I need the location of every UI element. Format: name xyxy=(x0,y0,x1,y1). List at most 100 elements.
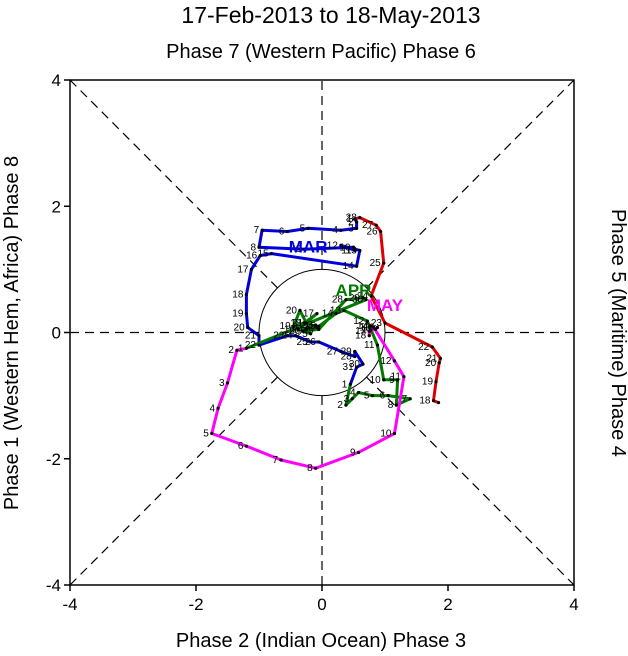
day-label: 18 xyxy=(232,290,244,301)
day-label: 31 xyxy=(343,362,355,373)
day-marker xyxy=(249,267,254,271)
day-marker xyxy=(353,217,357,221)
day-marker xyxy=(402,375,406,379)
day-label: 7 xyxy=(402,394,408,405)
top-axis-label: Phase 7 (Western Pacific) Phase 6 xyxy=(166,41,476,63)
day-label: 16 xyxy=(246,250,258,261)
day-label: 19 xyxy=(422,377,434,388)
day-label: 26 xyxy=(305,337,317,348)
day-label: 6 xyxy=(238,441,244,452)
day-label: 5 xyxy=(203,429,209,440)
day-marker xyxy=(244,444,248,448)
day-marker xyxy=(355,264,359,268)
day-marker xyxy=(279,458,283,462)
day-marker xyxy=(431,399,436,403)
day-marker xyxy=(304,327,308,331)
day-marker xyxy=(257,343,261,347)
day-label: 9 xyxy=(389,375,395,386)
y-tick-label: 2 xyxy=(52,197,61,216)
day-marker xyxy=(344,403,348,407)
day-marker xyxy=(355,220,359,224)
y-tick-label: 0 xyxy=(52,324,61,343)
day-marker xyxy=(382,261,386,265)
day-marker xyxy=(258,253,262,258)
day-marker xyxy=(392,359,397,363)
day-label: 12 xyxy=(327,240,339,251)
day-marker xyxy=(437,361,441,365)
day-label: 17 xyxy=(237,264,249,275)
day-marker xyxy=(356,390,361,395)
day-marker xyxy=(370,394,374,398)
day-label: 29 xyxy=(341,346,353,357)
day-label: 25 xyxy=(297,337,309,348)
day-marker xyxy=(317,327,321,331)
day-marker xyxy=(374,223,378,227)
day-marker xyxy=(257,245,261,249)
series-line-mar xyxy=(244,217,365,386)
x-tick-label: -2 xyxy=(188,595,203,614)
day-label: 9 xyxy=(350,447,356,458)
day-marker xyxy=(438,356,443,360)
day-marker xyxy=(309,332,313,336)
day-label: 7 xyxy=(272,455,278,466)
day-marker xyxy=(353,349,357,354)
day-marker xyxy=(334,311,338,316)
day-label: 30 xyxy=(349,359,361,370)
chart-title: 17-Feb-2013 to 18-May-2013 xyxy=(181,2,480,28)
day-label: 28 xyxy=(332,295,344,306)
day-label: 15 xyxy=(361,324,373,335)
day-label: 21 xyxy=(292,318,304,329)
day-marker xyxy=(396,378,400,382)
day-marker xyxy=(434,380,438,384)
day-marker xyxy=(355,226,359,230)
day-marker xyxy=(317,340,321,344)
day-label: 22 xyxy=(303,322,315,333)
day-label: 6 xyxy=(380,391,386,402)
day-label: 5 xyxy=(364,391,370,402)
day-label: 12 xyxy=(353,316,365,327)
day-marker xyxy=(365,319,369,323)
day-label: 22 xyxy=(245,340,257,351)
day-label: 26 xyxy=(289,326,301,337)
day-marker xyxy=(293,334,298,338)
day-label: 29 xyxy=(349,293,361,304)
day-marker xyxy=(244,346,248,350)
day-label: 2 xyxy=(228,345,234,356)
day-marker xyxy=(260,228,264,232)
day-marker xyxy=(353,248,357,253)
day-marker xyxy=(348,382,352,386)
day-label: 14 xyxy=(343,261,355,272)
day-marker xyxy=(314,323,318,327)
day-label: 10 xyxy=(380,429,392,440)
day-label: 14 xyxy=(357,321,369,332)
day-label: 16 xyxy=(363,322,375,333)
day-marker xyxy=(356,450,361,455)
day-label: 20 xyxy=(286,305,298,316)
month-label-may: MAY xyxy=(367,296,404,315)
day-marker xyxy=(314,466,318,470)
day-label: 4 xyxy=(209,403,215,414)
day-marker xyxy=(367,334,371,338)
day-marker xyxy=(353,354,357,359)
day-label: 1 xyxy=(238,343,244,354)
day-marker xyxy=(298,308,302,313)
day-marker xyxy=(296,327,300,331)
day-label: 28 xyxy=(346,213,358,224)
day-label: 11 xyxy=(391,372,402,383)
day-label: 20 xyxy=(425,358,437,369)
day-marker xyxy=(285,334,289,338)
day-label: 8 xyxy=(388,400,394,411)
day-label: 10 xyxy=(370,375,382,386)
day-marker xyxy=(292,324,296,328)
day-label: 3 xyxy=(348,223,354,234)
day-label: 15 xyxy=(257,249,269,260)
day-marker xyxy=(216,406,220,410)
day-label: 14 xyxy=(322,309,334,320)
day-label: 8 xyxy=(307,463,313,474)
day-marker xyxy=(378,229,383,234)
month-label-mar: MAR xyxy=(289,237,328,256)
day-label: 28 xyxy=(341,351,353,362)
day-marker xyxy=(339,228,343,232)
day-label: 23 xyxy=(371,318,383,329)
